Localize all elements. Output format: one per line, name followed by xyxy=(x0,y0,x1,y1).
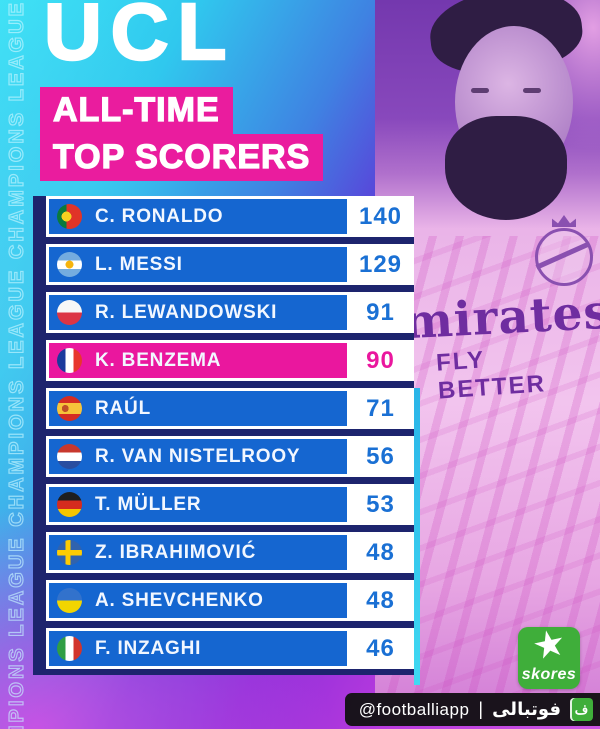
goals-value: 140 xyxy=(347,199,411,234)
table-row: C. RONALDO 140 xyxy=(46,196,414,237)
watermark-bar: @footballiapp | فوتبالی ف xyxy=(344,693,600,726)
italy-flag-icon xyxy=(57,636,82,661)
france-flag-icon xyxy=(57,348,82,373)
goals-value: 90 xyxy=(347,343,411,378)
player-name: F. INZAGHI xyxy=(95,637,202,659)
player-cell: K. BENZEMA xyxy=(49,343,347,378)
watermark-divider: | xyxy=(478,699,484,719)
player-cell: R. LEWANDOWSKI xyxy=(49,295,347,330)
table-row: L. MESSI 129 xyxy=(46,244,414,285)
sweden-flag-icon xyxy=(57,540,82,565)
netherlands-flag-icon xyxy=(57,444,82,469)
table-row: R. VAN NISTELROOY 56 xyxy=(46,436,414,477)
spain-flag-icon xyxy=(57,396,82,421)
subtitle-banner-1: ALL-TIME xyxy=(40,87,233,134)
player-cell: C. RONALDO xyxy=(49,199,347,234)
player-name: Z. IBRAHIMOVIĆ xyxy=(95,541,257,563)
player-name: C. RONALDO xyxy=(95,205,224,227)
real-madrid-crest xyxy=(535,215,593,286)
player-name: T. MÜLLER xyxy=(95,493,202,515)
table-row: Z. IBRAHIMOVIĆ 48 xyxy=(46,532,414,573)
subtitle-banner-2: TOP SCORERS xyxy=(40,134,324,181)
goals-value: 129 xyxy=(347,247,411,282)
goals-value: 91 xyxy=(347,295,411,330)
player-name: L. MESSI xyxy=(95,253,183,275)
scorers-table: C. RONALDO 140 L. MESSI 129 R. LEWANDOWSKI 91… xyxy=(33,196,414,675)
player-name: RAÚL xyxy=(95,397,151,419)
goals-value: 53 xyxy=(347,487,411,522)
goals-value: 46 xyxy=(347,631,411,666)
ukraine-flag-icon xyxy=(57,588,82,613)
cyan-edge-strip xyxy=(414,388,420,685)
shirt-tagline-text: FLY BETTER xyxy=(435,346,547,405)
skores-logo: ★ skores xyxy=(518,621,580,689)
poland-flag-icon xyxy=(57,300,82,325)
table-row: F. INZAGHI 46 xyxy=(46,628,414,669)
player-name: A. SHEVCHENKO xyxy=(95,589,264,611)
player-cell: L. MESSI xyxy=(49,247,347,282)
crown-icon xyxy=(552,215,576,227)
watermark-handle: @footballiapp xyxy=(358,699,470,719)
player-cell: A. SHEVCHENKO xyxy=(49,583,347,618)
table-row: R. LEWANDOWSKI 91 xyxy=(46,292,414,333)
table-row: T. MÜLLER 53 xyxy=(46,484,414,525)
goals-value: 48 xyxy=(347,535,411,570)
player-cell: R. VAN NISTELROOY xyxy=(49,439,347,474)
player-name: R. LEWANDOWSKI xyxy=(95,301,278,323)
player-brow xyxy=(471,88,489,93)
player-brow xyxy=(523,88,541,93)
goals-value: 48 xyxy=(347,583,411,618)
watermark-name: فوتبالی xyxy=(492,699,561,720)
player-cell: RAÚL xyxy=(49,391,347,426)
player-name: R. VAN NISTELROOY xyxy=(95,445,301,467)
player-cell: Z. IBRAHIMOVIĆ xyxy=(49,535,347,570)
table-row: A. SHEVCHENKO 48 xyxy=(46,580,414,621)
player-cell: F. INZAGHI xyxy=(49,631,347,666)
portugal-flag-icon xyxy=(57,204,82,229)
goals-value: 56 xyxy=(347,439,411,474)
goals-value: 71 xyxy=(347,391,411,426)
footballi-logo-icon: ف xyxy=(570,698,593,721)
player-name: K. BENZEMA xyxy=(95,349,222,371)
table-row: RAÚL 71 xyxy=(46,388,414,429)
page-title: UCL xyxy=(43,0,236,76)
player-beard xyxy=(445,116,567,220)
germany-flag-icon xyxy=(57,492,82,517)
side-vertical-text: CHAMPIONS LEAGUE CHAMPIONS LEAGUE CHAMPI… xyxy=(5,0,28,729)
player-cell: T. MÜLLER xyxy=(49,487,347,522)
table-row: K. BENZEMA 90 xyxy=(46,340,414,381)
argentina-flag-icon xyxy=(57,252,82,277)
